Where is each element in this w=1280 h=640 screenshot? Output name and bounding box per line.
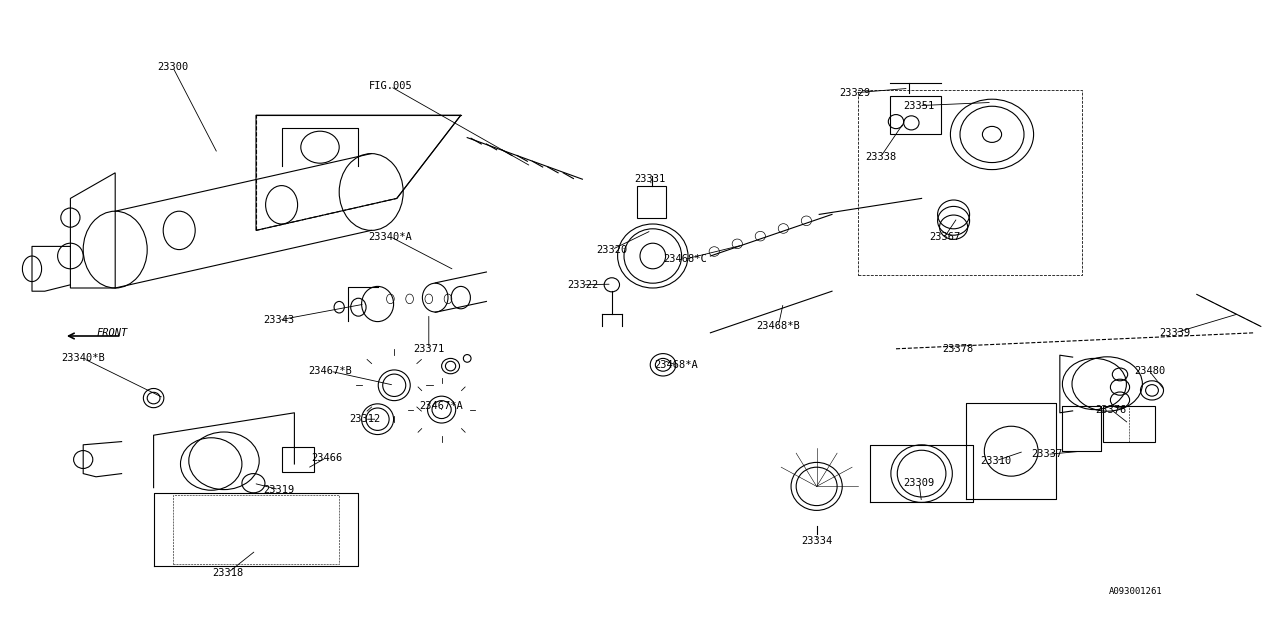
Bar (858, 90, 1082, 275)
Text: 23467*B: 23467*B (308, 366, 352, 376)
Bar (1103, 406, 1155, 442)
Text: FRONT: FRONT (97, 328, 128, 338)
Text: 23334: 23334 (801, 536, 832, 546)
Text: 23371: 23371 (413, 344, 444, 354)
Text: 23466: 23466 (311, 452, 342, 463)
Text: 23309: 23309 (904, 478, 934, 488)
Text: 23468*A: 23468*A (654, 360, 698, 370)
Text: 23340*B: 23340*B (61, 353, 105, 364)
Text: 23376: 23376 (1096, 404, 1126, 415)
Text: 23337: 23337 (1032, 449, 1062, 460)
Text: 23322: 23322 (567, 280, 598, 290)
Text: 23310: 23310 (980, 456, 1011, 466)
Text: 23300: 23300 (157, 62, 188, 72)
Text: 23367: 23367 (929, 232, 960, 242)
Text: 23351: 23351 (904, 100, 934, 111)
Text: 23468*B: 23468*B (756, 321, 800, 332)
Text: 23338: 23338 (865, 152, 896, 162)
Text: 23312: 23312 (349, 414, 380, 424)
Text: 23340*A: 23340*A (369, 232, 412, 242)
Bar (282, 447, 314, 472)
Text: 23378: 23378 (942, 344, 973, 354)
Text: 23320: 23320 (596, 244, 627, 255)
Text: 23480: 23480 (1134, 366, 1165, 376)
Text: 23319: 23319 (264, 484, 294, 495)
Bar (890, 96, 941, 134)
Text: 23329: 23329 (840, 88, 870, 98)
Text: 23343: 23343 (264, 315, 294, 325)
Bar (173, 495, 339, 564)
Bar (637, 186, 666, 218)
Text: A093001261: A093001261 (1108, 588, 1162, 596)
Text: 23339: 23339 (1160, 328, 1190, 338)
Text: 23467*A: 23467*A (420, 401, 463, 412)
Text: 23331: 23331 (635, 174, 666, 184)
Text: 23318: 23318 (212, 568, 243, 578)
Text: 23468*C: 23468*C (663, 254, 707, 264)
Text: FIG.005: FIG.005 (369, 81, 412, 92)
